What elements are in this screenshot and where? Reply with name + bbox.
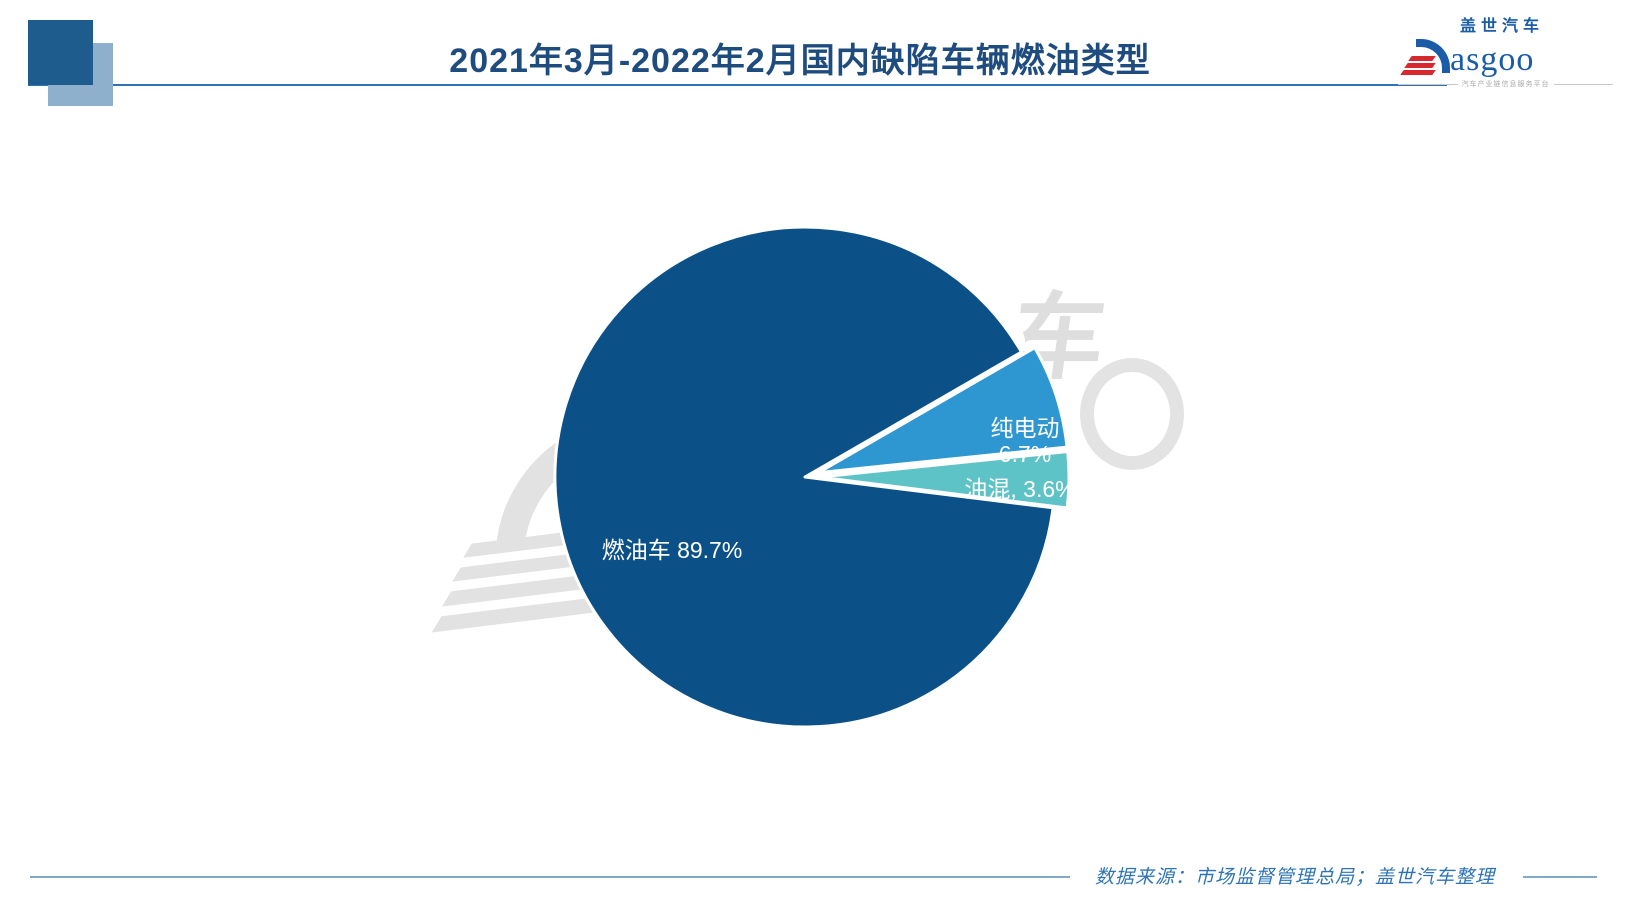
pie-label-fuel: 燃油车 89.7%	[602, 537, 743, 563]
pie-label-ev-name: 纯电动	[990, 415, 1060, 441]
title-underline	[28, 84, 1447, 86]
pie-label-hybrid-text: 油混, 3.6%	[964, 476, 1076, 502]
pie-label-fuel-text: 燃油车 89.7%	[601, 537, 743, 563]
footer-line-right	[1523, 876, 1597, 878]
data-source-note: 数据来源：市场监督管理总局；盖世汽车整理	[1094, 867, 1495, 888]
emblem-stripe	[1404, 63, 1436, 68]
page-title: 2021年3月-2022年2月国内缺陷车辆燃油类型	[449, 42, 1151, 80]
footer-line-left	[30, 876, 1070, 878]
pie-slice-燃油车	[553, 225, 1055, 729]
gasgoo-brand-cn: 盖世汽车	[1460, 18, 1545, 35]
pie-slice-纯电动	[816, 346, 1069, 475]
pie-slice-油混	[817, 450, 1071, 510]
gasgoo-logo: 盖世汽车 asgoo 汽车产业链信息服务平台	[1398, 18, 1613, 89]
pie-label-ev: 纯电动 6.7%	[991, 415, 1060, 467]
gasgoo-brand-en: asgoo	[1450, 41, 1535, 78]
emblem-arc	[1416, 39, 1450, 73]
decor-square-dark	[28, 20, 93, 85]
pie-label-hybrid: 油混, 3.6%	[964, 476, 1075, 502]
emblem-stripe	[1400, 70, 1436, 75]
gasgoo-tagline: 汽车产业链信息服务平台	[1398, 79, 1613, 89]
gasgoo-emblem-icon	[1398, 39, 1450, 75]
emblem-stripe	[1408, 56, 1436, 61]
pie-label-ev-value: 6.7%	[998, 441, 1052, 467]
